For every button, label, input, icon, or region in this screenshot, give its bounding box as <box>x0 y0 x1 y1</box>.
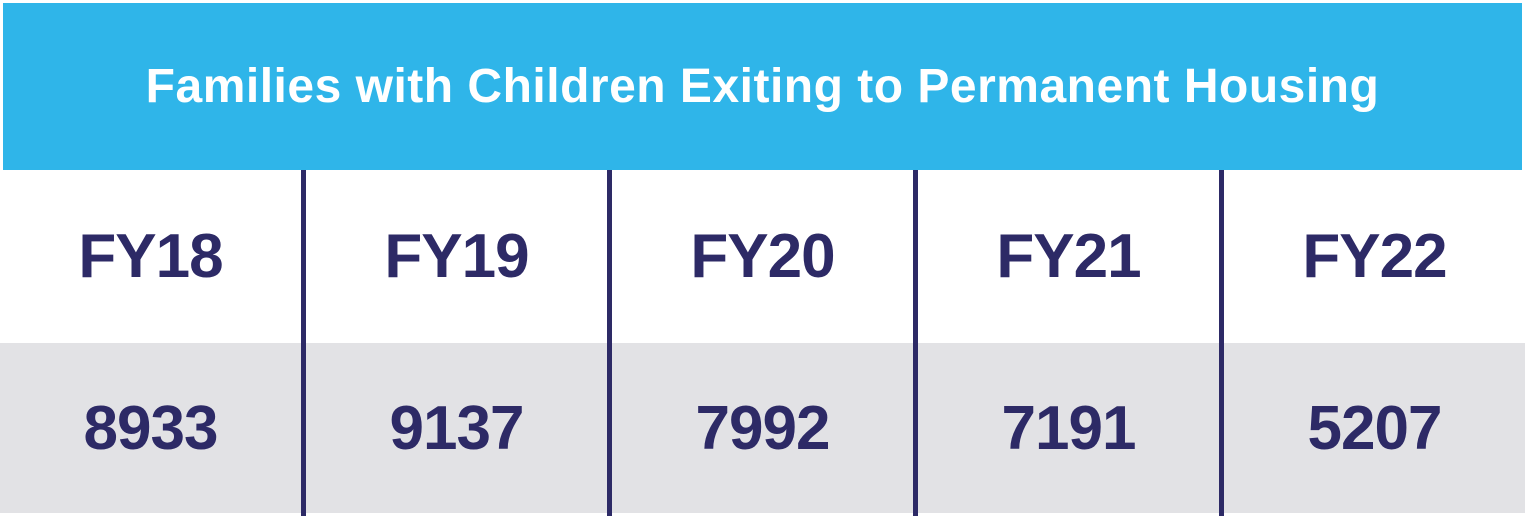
year-header-cell: FY22 <box>1224 170 1525 343</box>
value-cell: 9137 <box>306 343 607 513</box>
year-header-cell: FY21 <box>918 170 1219 343</box>
value-cell: 7191 <box>918 343 1219 513</box>
year-header-cell: FY20 <box>612 170 913 343</box>
table-column-fy21: FY21 7191 <box>918 170 1224 516</box>
year-header-cell: FY19 <box>306 170 607 343</box>
table-column-fy19: FY19 9137 <box>306 170 612 516</box>
year-header-cell: FY18 <box>0 170 301 343</box>
table-title: Families with Children Exiting to Perman… <box>145 60 1380 113</box>
value-cell: 7992 <box>612 343 913 513</box>
table-column-fy18: FY18 8933 <box>0 170 306 516</box>
infographic-table: Families with Children Exiting to Perman… <box>0 3 1525 516</box>
value-cell: 8933 <box>0 343 301 513</box>
value-cell: 5207 <box>1224 343 1525 513</box>
data-table: FY18 8933 FY19 9137 FY20 7992 FY21 7191 … <box>0 170 1525 516</box>
table-column-fy22: FY22 5207 <box>1224 170 1525 516</box>
title-banner: Families with Children Exiting to Perman… <box>3 3 1522 170</box>
table-column-fy20: FY20 7992 <box>612 170 918 516</box>
